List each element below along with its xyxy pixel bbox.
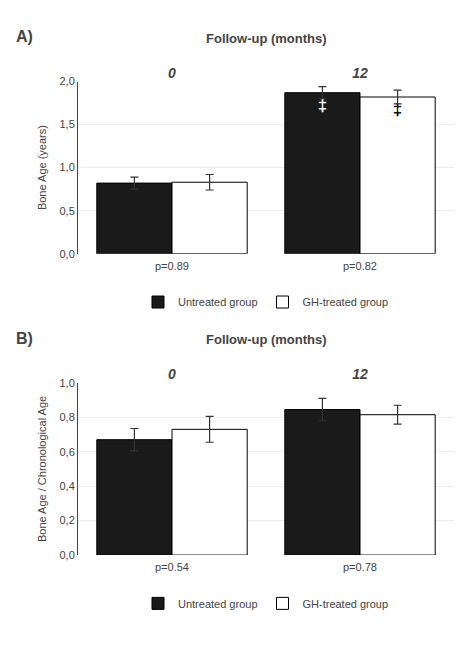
svg-text:1,5: 1,5 [60,118,75,130]
svg-text:12: 12 [352,366,368,382]
svg-text:GH-treated group: GH-treated group [303,598,389,610]
svg-text:‡: ‡ [393,100,402,119]
svg-text:p=0.54: p=0.54 [155,561,189,573]
svg-text:Untreated group: Untreated group [178,598,258,610]
svg-text:p=0.89: p=0.89 [155,260,189,272]
svg-text:0: 0 [168,65,176,81]
svg-text:Bone Age / Chronological Age: Bone Age / Chronological Age [36,396,48,542]
svg-text:0,5: 0,5 [60,205,75,217]
svg-text:1,0: 1,0 [60,377,75,389]
svg-text:0,0: 0,0 [60,248,75,260]
svg-text:p=0.82: p=0.82 [343,260,377,272]
svg-text:‡: ‡ [318,96,327,115]
svg-text:0: 0 [168,366,176,382]
svg-text:0,2: 0,2 [60,514,75,526]
svg-text:0,0: 0,0 [60,549,75,561]
svg-text:0,6: 0,6 [60,446,75,458]
svg-text:0,4: 0,4 [60,480,75,492]
svg-text:B): B) [16,330,33,347]
svg-text:Untreated group: Untreated group [178,296,258,308]
svg-text:2,0: 2,0 [60,75,75,87]
svg-text:Follow-up (months): Follow-up (months) [206,332,327,347]
svg-text:Bone Age (years): Bone Age (years) [36,125,48,210]
svg-text:1,0: 1,0 [60,161,75,173]
svg-text:12: 12 [352,65,368,81]
svg-text:GH-treated group: GH-treated group [303,296,389,308]
svg-text:A): A) [16,28,33,45]
svg-text:0,8: 0,8 [60,411,75,423]
svg-text:p=0.78: p=0.78 [343,561,377,573]
svg-text:Follow-up (months): Follow-up (months) [206,31,327,46]
